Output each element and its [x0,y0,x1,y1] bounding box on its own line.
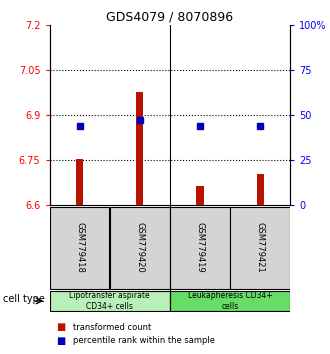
Text: GSM779420: GSM779420 [135,222,144,273]
Bar [50,207,110,290]
Text: cell type: cell type [3,294,45,304]
Bar [170,291,290,311]
Text: Lipotransfer aspirate
CD34+ cells: Lipotransfer aspirate CD34+ cells [69,291,150,310]
Text: transformed count: transformed count [73,323,151,332]
Bar [257,174,264,205]
Text: Leukapheresis CD34+
cells: Leukapheresis CD34+ cells [188,291,273,310]
Bar [136,92,144,205]
Text: GSM779421: GSM779421 [256,222,265,273]
Title: GDS4079 / 8070896: GDS4079 / 8070896 [106,11,234,24]
Bar [76,159,83,205]
Text: GSM779418: GSM779418 [75,222,84,273]
Bar [170,207,230,290]
Text: ■: ■ [56,322,65,332]
Bar [50,291,170,311]
Bar [230,207,290,290]
Text: GSM779419: GSM779419 [196,222,205,273]
Bar [110,207,170,290]
Bar [196,186,204,205]
Text: ■: ■ [56,336,65,346]
Text: percentile rank within the sample: percentile rank within the sample [73,336,214,345]
